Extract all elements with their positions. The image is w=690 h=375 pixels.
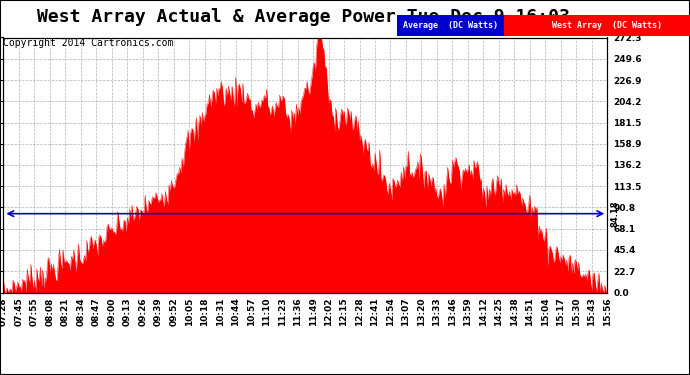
Text: West Array  (DC Watts): West Array (DC Watts) [552,21,662,30]
Text: Average  (DC Watts): Average (DC Watts) [403,21,497,30]
Text: 84.18: 84.18 [610,200,619,227]
Text: West Array Actual & Average Power Tue Dec 9 16:03: West Array Actual & Average Power Tue De… [37,8,570,26]
Text: Copyright 2014 Cartronics.com: Copyright 2014 Cartronics.com [3,38,174,48]
